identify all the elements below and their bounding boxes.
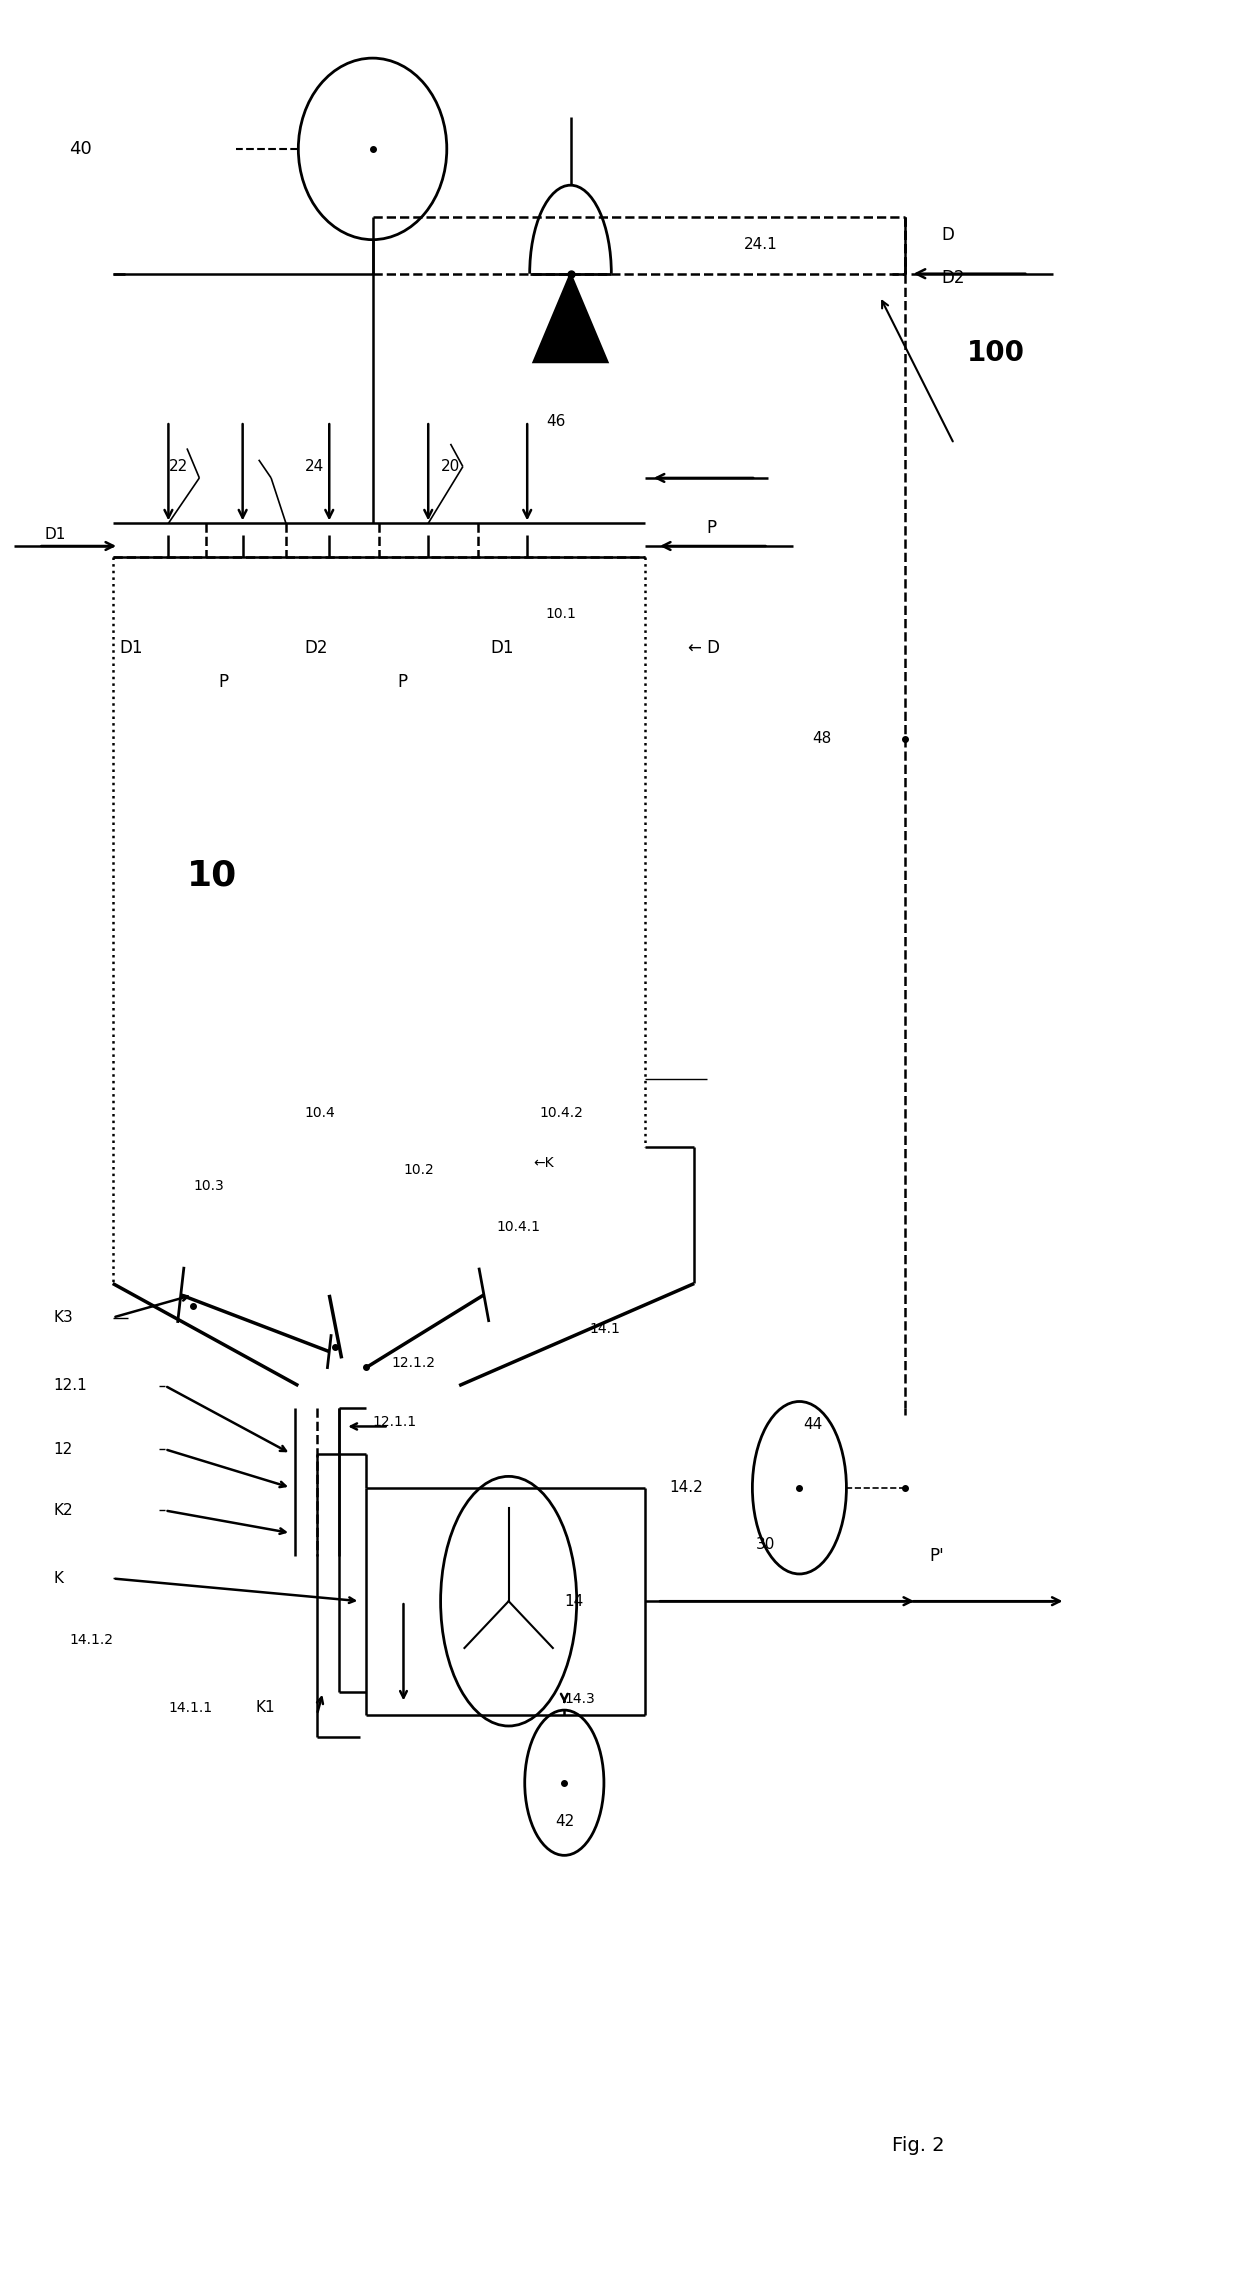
Text: 12.1.1: 12.1.1 — [372, 1415, 417, 1429]
Text: D2: D2 — [305, 638, 329, 657]
Text: 10.3: 10.3 — [193, 1179, 224, 1193]
Text: 14.3: 14.3 — [564, 1693, 595, 1706]
Text: D1: D1 — [45, 527, 66, 543]
Text: 100: 100 — [966, 339, 1024, 368]
Text: D1: D1 — [119, 638, 143, 657]
Text: ← D: ← D — [688, 638, 720, 657]
Text: K1: K1 — [255, 1699, 274, 1715]
Text: 10.4.2: 10.4.2 — [539, 1106, 584, 1120]
Text: 30: 30 — [756, 1536, 775, 1552]
Text: K: K — [53, 1570, 63, 1586]
Text: 10: 10 — [187, 859, 237, 893]
Text: 12.1: 12.1 — [53, 1379, 87, 1393]
Text: 14.1: 14.1 — [589, 1322, 620, 1336]
Text: 10.4: 10.4 — [305, 1106, 335, 1120]
Text: 10.4.1: 10.4.1 — [496, 1220, 541, 1234]
Text: 12: 12 — [53, 1443, 73, 1456]
Text: K3: K3 — [53, 1311, 73, 1325]
Text: 22: 22 — [169, 459, 187, 475]
Text: 46: 46 — [546, 414, 565, 429]
Text: P: P — [218, 673, 228, 691]
Text: Fig. 2: Fig. 2 — [893, 2136, 945, 2156]
Text: 10.1: 10.1 — [546, 607, 577, 620]
Text: ←K: ←K — [533, 1156, 554, 1170]
Text: 44: 44 — [804, 1418, 822, 1431]
Text: D1: D1 — [490, 638, 513, 657]
Text: P: P — [707, 518, 717, 536]
Text: 14.1.1: 14.1.1 — [169, 1702, 212, 1715]
Text: 14: 14 — [564, 1593, 584, 1609]
Text: 14.2: 14.2 — [670, 1481, 703, 1495]
Text: 24: 24 — [305, 459, 324, 475]
Text: 24.1: 24.1 — [744, 236, 777, 252]
Text: P: P — [397, 673, 408, 691]
Text: 20: 20 — [440, 459, 460, 475]
Text: 40: 40 — [69, 141, 92, 157]
Text: D2: D2 — [941, 270, 965, 286]
Text: 14.1.2: 14.1.2 — [69, 1634, 113, 1647]
Text: 42: 42 — [556, 1813, 575, 1829]
Text: K2: K2 — [53, 1502, 73, 1518]
Text: 10.2: 10.2 — [403, 1163, 434, 1177]
Text: 48: 48 — [812, 732, 831, 747]
Text: P': P' — [929, 1547, 944, 1565]
Text: D: D — [941, 227, 955, 243]
Polygon shape — [533, 273, 608, 361]
Text: 12.1.2: 12.1.2 — [391, 1356, 435, 1370]
